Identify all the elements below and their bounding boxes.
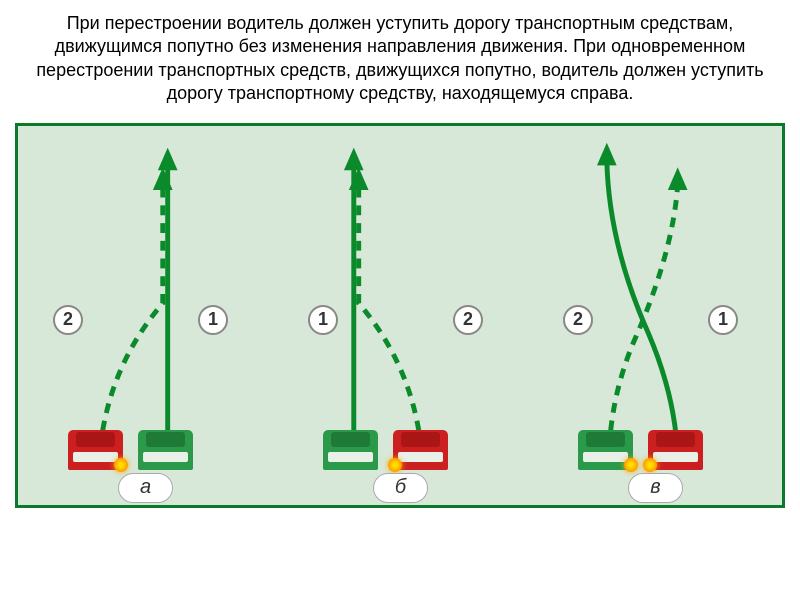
car-body bbox=[138, 430, 193, 470]
car-roof bbox=[331, 432, 370, 447]
car-roof bbox=[656, 432, 695, 447]
rule-text: При перестроении водитель должен уступит… bbox=[0, 0, 800, 118]
arrow-path bbox=[609, 185, 678, 466]
arrow-path bbox=[359, 185, 423, 466]
car-window bbox=[583, 452, 628, 462]
scenario-letter: а bbox=[118, 473, 173, 503]
car-window bbox=[653, 452, 698, 462]
car-window bbox=[73, 452, 118, 462]
car-roof bbox=[146, 432, 185, 447]
priority-number: 2 bbox=[453, 305, 483, 335]
priority-number: 2 bbox=[53, 305, 83, 335]
car-window bbox=[328, 452, 373, 462]
turn-signal-icon bbox=[388, 458, 402, 472]
car-green bbox=[138, 430, 193, 470]
scenario-b: 1 2 б bbox=[278, 126, 528, 505]
car-red bbox=[393, 430, 448, 470]
car-green bbox=[323, 430, 378, 470]
car-red bbox=[68, 430, 123, 470]
scenario-a: 2 1 а bbox=[23, 126, 273, 505]
turn-signal-icon bbox=[624, 458, 638, 472]
priority-number: 2 bbox=[563, 305, 593, 335]
turn-signal-icon bbox=[643, 458, 657, 472]
scenario-letter: в bbox=[628, 473, 683, 503]
priority-number: 1 bbox=[308, 305, 338, 335]
diagram-container: 2 1 а 1 2 б 2 1 в bbox=[15, 123, 785, 508]
arrow-path bbox=[99, 185, 163, 466]
scenario-v: 2 1 в bbox=[533, 126, 783, 505]
car-green bbox=[578, 430, 633, 470]
car-body bbox=[323, 430, 378, 470]
car-roof bbox=[401, 432, 440, 447]
priority-number: 1 bbox=[708, 305, 738, 335]
car-red bbox=[648, 430, 703, 470]
car-window bbox=[143, 452, 188, 462]
priority-number: 1 bbox=[198, 305, 228, 335]
scenario-letter: б bbox=[373, 473, 428, 503]
turn-signal-icon bbox=[114, 458, 128, 472]
car-roof bbox=[586, 432, 625, 447]
car-window bbox=[398, 452, 443, 462]
car-roof bbox=[76, 432, 115, 447]
arrow-path bbox=[607, 160, 678, 465]
